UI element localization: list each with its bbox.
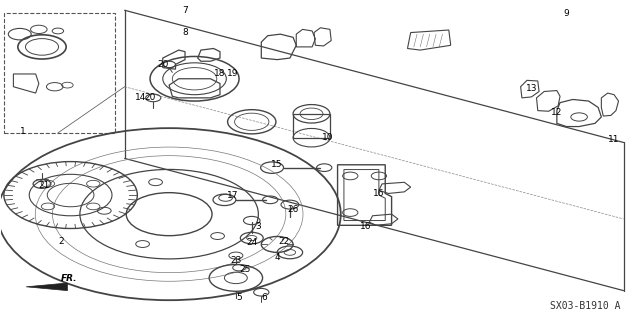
- Text: 9: 9: [564, 9, 569, 18]
- Text: 15: 15: [271, 160, 283, 169]
- Text: 18: 18: [214, 69, 225, 78]
- Text: 22: 22: [278, 237, 289, 246]
- Text: 16: 16: [373, 189, 385, 198]
- Text: 8: 8: [182, 28, 188, 37]
- Text: 17: 17: [227, 190, 238, 200]
- Text: 1: 1: [20, 127, 26, 136]
- Text: 3: 3: [255, 222, 261, 231]
- Text: 6: 6: [262, 292, 268, 301]
- Text: 14: 14: [135, 93, 147, 102]
- Text: 16: 16: [361, 222, 372, 231]
- Text: 12: 12: [551, 108, 562, 117]
- Text: SX03-B1910 A: SX03-B1910 A: [550, 301, 620, 311]
- Text: 25: 25: [240, 265, 251, 275]
- Text: FR.: FR.: [61, 274, 78, 283]
- Text: 23: 23: [230, 256, 241, 265]
- Text: 21: 21: [38, 181, 50, 190]
- Text: 26: 26: [287, 205, 299, 214]
- Text: 10: 10: [322, 133, 334, 142]
- Text: 20: 20: [145, 93, 156, 102]
- Text: 13: 13: [526, 84, 537, 93]
- Text: 24: 24: [246, 238, 257, 247]
- Text: 7: 7: [182, 6, 188, 15]
- Text: 20: 20: [157, 60, 168, 69]
- Polygon shape: [26, 283, 68, 291]
- Bar: [4, 13, 115, 133]
- Text: 19: 19: [227, 69, 238, 78]
- Text: 2: 2: [58, 237, 64, 246]
- Text: 11: 11: [608, 135, 620, 144]
- Text: 5: 5: [236, 292, 242, 301]
- Text: 4: 4: [275, 253, 280, 262]
